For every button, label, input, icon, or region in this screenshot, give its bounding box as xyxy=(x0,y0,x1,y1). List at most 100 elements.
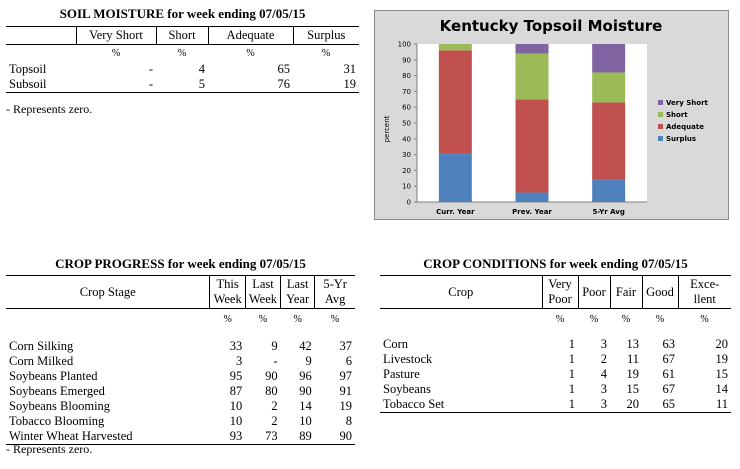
chart-y-tick-label: 60 xyxy=(402,104,411,112)
table-row: Soybeans Emerged 87 80 90 91 xyxy=(6,384,355,399)
row-label: Tobacco Set xyxy=(380,397,542,413)
cell-value: 80 xyxy=(265,384,278,398)
chart-y-tick-label: 100 xyxy=(398,41,411,49)
row-label: Soybeans Blooming xyxy=(9,399,111,413)
crop-conditions-section: CROP CONDITIONS for week ending 07/05/15… xyxy=(380,256,731,413)
cell-value: 3 xyxy=(600,337,607,351)
cell-value: 91 xyxy=(339,384,353,398)
unit-label: % xyxy=(111,48,121,59)
chart-bar-segment xyxy=(515,192,549,202)
crop-header: Crop xyxy=(380,275,543,309)
crop-progress-title: CROP PROGRESS for week ending 07/05/15 xyxy=(55,256,306,271)
topsoil-moisture-chart: Kentucky Topsoil Moisture percent 0 10 20 3… xyxy=(374,10,729,220)
unit-label: % xyxy=(321,48,331,59)
cell-value: 93 xyxy=(209,429,246,445)
cell-value: 90 xyxy=(265,369,278,383)
cell-value: 3 xyxy=(578,397,610,413)
cell-value: 61 xyxy=(662,367,676,381)
soil-moisture-section: SOIL MOISTURE for week ending 07/05/15 V… xyxy=(6,6,359,93)
soil-header-blank xyxy=(6,26,77,45)
table-row: Corn 1 3 13 63 20 xyxy=(380,337,731,352)
table-row: Livestock 1 2 11 67 19 xyxy=(380,352,731,367)
crop-conditions-table: Crop Very Poor Poor Fair Good Exce-llent … xyxy=(380,275,731,413)
chart-bar-segment xyxy=(592,72,626,103)
table-row: Corn Silking 33 9 42 37 xyxy=(6,339,355,354)
cell-value: 76 xyxy=(208,77,293,93)
cell-value: 19 xyxy=(626,367,640,381)
chart-x-tick-label: Prev. Year xyxy=(512,208,552,216)
cell-value: 15 xyxy=(715,367,729,381)
col-header-excellent: Exce-llent xyxy=(678,275,731,309)
chart-y-tick-label: 20 xyxy=(402,167,411,175)
crop-conditions-title: CROP CONDITIONS for week ending 07/05/15 xyxy=(423,256,688,271)
table-row: Tobacco Set 1 3 20 65 11 xyxy=(380,397,731,413)
col-header-this-week: This Week xyxy=(209,275,246,309)
cell-value: 19 xyxy=(715,352,729,366)
chart-y-tick-label: 10 xyxy=(402,183,411,191)
chart-bar-segment xyxy=(515,44,549,54)
chart-bar-segment xyxy=(592,102,626,180)
cell-value: 73 xyxy=(245,429,281,445)
cell-value: 63 xyxy=(662,337,676,351)
progress-note: - Represents zero. xyxy=(6,442,93,456)
cell-value: 65 xyxy=(642,397,678,413)
cell-value: - xyxy=(273,354,278,368)
row-label: Corn Silking xyxy=(9,339,74,353)
col-header-very-poor: Very Poor xyxy=(542,275,579,309)
cell-value: 14 xyxy=(715,382,729,396)
cell-value: 42 xyxy=(299,339,312,353)
unit-label: % xyxy=(589,313,599,325)
chart-y-axis-label: percent xyxy=(383,115,391,142)
cell-value: 1 xyxy=(568,367,575,381)
row-label: Soybeans xyxy=(383,382,431,396)
soil-header-very-short: Very Short xyxy=(76,26,157,45)
chart-y-tick-label: 70 xyxy=(402,88,411,96)
table-row: Soybeans Blooming 10 2 14 19 xyxy=(6,399,355,414)
cell-value: 4 xyxy=(198,62,205,76)
chart-y-tick-label: 40 xyxy=(402,135,411,143)
unit-label: % xyxy=(177,48,187,59)
row-label: Tobacco Blooming xyxy=(9,414,105,428)
cell-value: 89 xyxy=(280,429,315,445)
table-row: Soybeans 1 3 15 67 14 xyxy=(380,382,731,397)
table-row: Tobacco Blooming 10 2 10 8 xyxy=(6,414,355,429)
unit-label: % xyxy=(555,313,565,325)
crop-stage-header: Crop Stage xyxy=(6,275,211,309)
row-label: Subsoil xyxy=(6,77,76,93)
cell-value: 1 xyxy=(568,352,575,366)
cell-value: 15 xyxy=(626,382,640,396)
chart-x-tick-label: 5-Yr Avg xyxy=(592,208,624,216)
cell-value: 3 xyxy=(600,382,607,396)
cell-value: 8 xyxy=(345,414,352,428)
cell-value: 67 xyxy=(662,352,676,366)
cell-value: 37 xyxy=(339,339,353,353)
chart-legend-swatch xyxy=(658,112,663,117)
cell-value: 14 xyxy=(299,399,312,413)
table-row: Soybeans Planted 95 90 96 97 xyxy=(6,369,355,384)
chart-y-tick-label: 50 xyxy=(402,120,411,128)
cell-value: 67 xyxy=(662,382,676,396)
cell-value: 87 xyxy=(229,384,243,398)
col-header-good: Good xyxy=(642,275,679,309)
cell-value: 2 xyxy=(600,352,607,366)
cell-value: 1 xyxy=(568,337,575,351)
cell-value: 1 xyxy=(568,382,575,396)
cell-value: 9 xyxy=(271,339,278,353)
chart-bar-segment xyxy=(438,50,472,154)
chart-y-tick-label: 30 xyxy=(402,151,411,159)
col-header-last-year: Last Year xyxy=(280,275,316,309)
row-label: Soybeans Emerged xyxy=(9,384,105,398)
cell-value: 19 xyxy=(339,399,353,413)
table-row: Topsoil - 4 65 31 xyxy=(6,62,359,77)
cell-value: 97 xyxy=(339,369,353,383)
row-label: Winter Wheat Harvested xyxy=(6,429,210,445)
cell-value: 2 xyxy=(271,414,278,428)
cell-value: 33 xyxy=(229,339,243,353)
table-row: Pasture 1 4 19 61 15 xyxy=(380,367,731,382)
unit-label: % xyxy=(655,313,665,325)
chart-legend-swatch xyxy=(658,136,663,141)
chart-y-tick-label: 80 xyxy=(402,72,411,80)
soil-moisture-table: Very Short Short Adequate Surplus % % % … xyxy=(6,26,359,93)
soil-moisture-title: SOIL MOISTURE for week ending 07/05/15 xyxy=(59,6,306,21)
col-header-last-week: Last Week xyxy=(245,275,282,309)
